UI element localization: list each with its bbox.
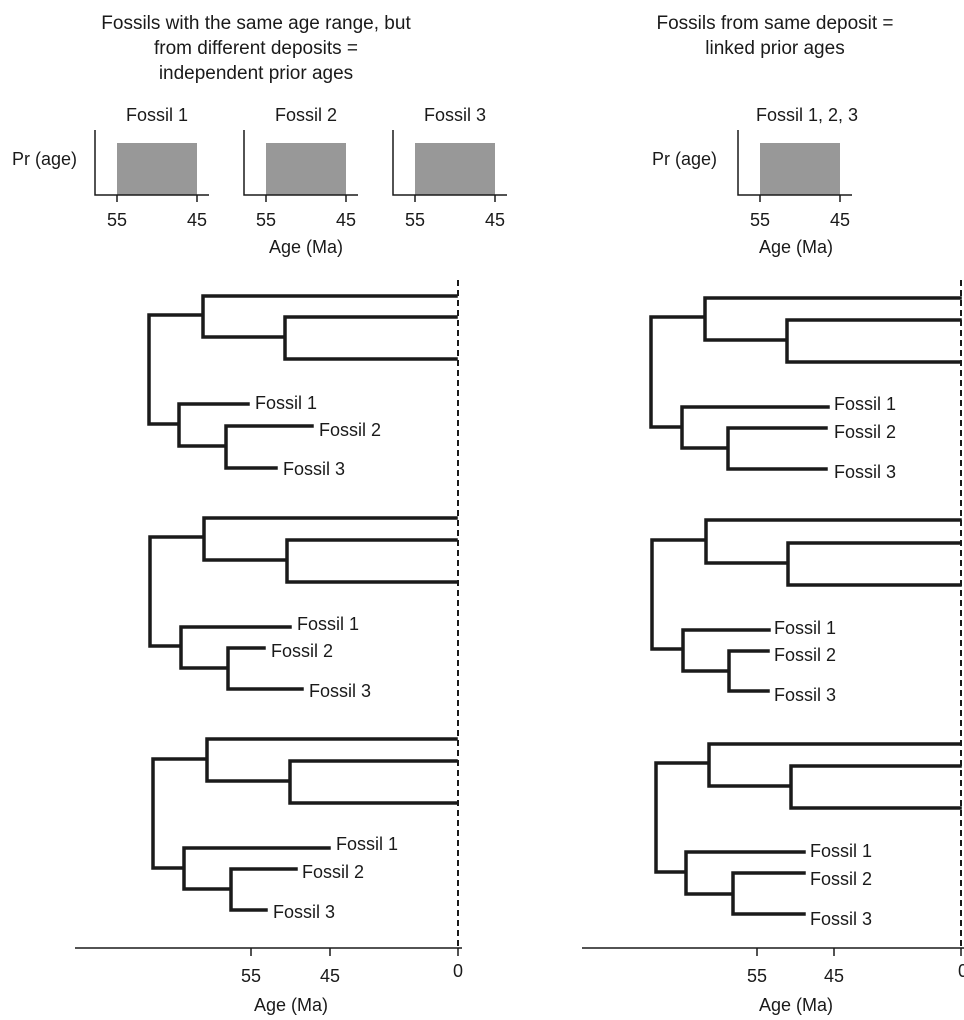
left-panel: Fossils with the same age range, but fro… [12, 13, 507, 1015]
prior-axes [94, 130, 209, 196]
left-title-line-2: from different deposits = [154, 38, 358, 59]
right-tree-3: Fossil 1 Fossil 2 Fossil 3 [654, 742, 962, 929]
fossil-label-1: Fossil 1 [336, 834, 398, 854]
prior-tick-55: 55 [405, 210, 425, 230]
prior-tick-marks [414, 195, 496, 202]
axis-tick-0: 0 [958, 961, 964, 981]
axis-tick-marks [250, 948, 459, 956]
right-prior-ylabel: Pr (age) [652, 149, 717, 169]
axis-label: Age (Ma) [254, 995, 328, 1015]
prior-uniform-block [760, 143, 840, 195]
left-prior-ylabel: Pr (age) [12, 149, 77, 169]
fossil-label-1: Fossil 1 [255, 393, 317, 413]
prior-plot-fossil-1-2-3: Fossil 1, 2, 3 55 45 [737, 105, 858, 230]
right-prior-xlabel: Age (Ma) [759, 237, 833, 257]
prior-plot-fossil-1: Fossil 1 55 45 [94, 105, 209, 230]
prior-tick-marks [759, 195, 841, 202]
prior-uniform-block [266, 143, 346, 195]
prior-plot-fossil-2: Fossil 2 55 45 [243, 105, 358, 230]
prior-axes [243, 130, 358, 196]
tree-branches [649, 296, 962, 471]
axis-tick-55: 55 [241, 966, 261, 986]
prior-label: Fossil 1 [126, 105, 188, 125]
left-time-axis: 55 45 0 Age (Ma) [75, 947, 463, 1015]
prior-tick-45: 45 [187, 210, 207, 230]
fossil-label-1: Fossil 1 [810, 841, 872, 861]
prior-tick-45: 45 [485, 210, 505, 230]
left-prior-plots: Pr (age) Fossil 1 55 45 Fossil 2 55 45 F… [12, 105, 507, 257]
prior-uniform-block [415, 143, 495, 195]
tree-branches [151, 737, 458, 912]
left-title: Fossils with the same age range, but fro… [101, 13, 411, 84]
prior-label: Fossil 1, 2, 3 [756, 105, 858, 125]
axis-tick-marks [756, 948, 962, 956]
fossil-label-3: Fossil 3 [834, 462, 896, 482]
prior-axes [392, 130, 507, 196]
left-tree-2: Fossil 1 Fossil 2 Fossil 3 [148, 516, 458, 701]
fossil-label-3: Fossil 3 [309, 681, 371, 701]
tree-branches [147, 294, 458, 470]
fossil-label-3: Fossil 3 [810, 909, 872, 929]
left-title-line-3: independent prior ages [159, 63, 353, 84]
left-title-line-1: Fossils with the same age range, but [101, 13, 411, 34]
fossil-label-3: Fossil 3 [273, 902, 335, 922]
tree-branches [148, 516, 458, 691]
prior-axes [737, 130, 852, 196]
tree-branches [650, 518, 962, 693]
prior-tick-45: 45 [830, 210, 850, 230]
prior-label: Fossil 3 [424, 105, 486, 125]
fossil-label-2: Fossil 2 [810, 869, 872, 889]
fossil-label-3: Fossil 3 [774, 685, 836, 705]
axis-tick-55: 55 [747, 966, 767, 986]
left-tree-1: Fossil 1 Fossil 2 Fossil 3 [147, 294, 458, 479]
prior-tick-marks [265, 195, 347, 202]
axis-tick-45: 45 [824, 966, 844, 986]
prior-tick-55: 55 [750, 210, 770, 230]
fossil-label-2: Fossil 2 [271, 641, 333, 661]
axis-tick-0: 0 [453, 961, 463, 981]
fossil-label-2: Fossil 2 [319, 420, 381, 440]
prior-tick-55: 55 [256, 210, 276, 230]
left-prior-xlabel: Age (Ma) [269, 237, 343, 257]
tree-branches [654, 742, 962, 916]
right-tree-2: Fossil 1 Fossil 2 Fossil 3 [650, 518, 962, 705]
axis-tick-45: 45 [320, 966, 340, 986]
fossil-label-2: Fossil 2 [302, 862, 364, 882]
left-tree-3: Fossil 1 Fossil 2 Fossil 3 [151, 737, 458, 922]
prior-tick-55: 55 [107, 210, 127, 230]
right-title-line-1: Fossils from same deposit = [656, 13, 893, 34]
right-prior-plots: Pr (age) Fossil 1, 2, 3 55 45 Age (Ma) [652, 105, 858, 257]
right-time-axis: 55 45 0 Age (Ma) [582, 947, 964, 1015]
prior-uniform-block [117, 143, 197, 195]
right-title: Fossils from same deposit = linked prior… [656, 13, 893, 59]
prior-plot-fossil-3: Fossil 3 55 45 [392, 105, 507, 230]
prior-tick-45: 45 [336, 210, 356, 230]
right-panel: Fossils from same deposit = linked prior… [582, 13, 964, 1015]
fossil-label-1: Fossil 1 [297, 614, 359, 634]
right-tree-1: Fossil 1 Fossil 2 Fossil 3 [649, 296, 962, 482]
axis-label: Age (Ma) [759, 995, 833, 1015]
prior-tick-marks [116, 195, 198, 202]
fossil-label-1: Fossil 1 [774, 618, 836, 638]
fossil-label-1: Fossil 1 [834, 394, 896, 414]
fossil-label-2: Fossil 2 [774, 645, 836, 665]
right-title-line-2: linked prior ages [705, 38, 844, 59]
prior-label: Fossil 2 [275, 105, 337, 125]
fossil-label-3: Fossil 3 [283, 459, 345, 479]
fossil-label-2: Fossil 2 [834, 422, 896, 442]
